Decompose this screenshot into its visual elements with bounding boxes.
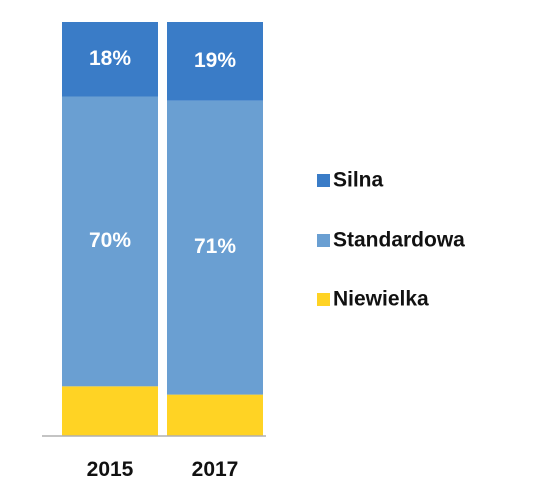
legend-label-silna: Silna bbox=[333, 169, 384, 192]
x-tick-label-2015: 2015 bbox=[87, 458, 134, 481]
bar-segment-niewielka-2015 bbox=[62, 386, 158, 436]
legend-label-niewielka: Niewielka bbox=[333, 288, 429, 311]
x-tick-label-2017: 2017 bbox=[192, 458, 239, 481]
data-label-silna-2015: 18% bbox=[89, 47, 131, 70]
bar-segment-niewielka-2017 bbox=[167, 394, 263, 436]
legend: Silna Standardowa Niewielka bbox=[317, 169, 465, 311]
bars-group: 70% 18% 71% 19% bbox=[62, 22, 263, 436]
data-label-standardowa-2017: 71% bbox=[194, 235, 236, 258]
legend-swatch-niewielka bbox=[317, 293, 330, 306]
data-label-silna-2017: 19% bbox=[194, 49, 236, 72]
bar-segment-standardowa-2017 bbox=[167, 100, 263, 395]
bar-segment-silna-2015 bbox=[62, 22, 158, 97]
data-label-standardowa-2015: 70% bbox=[89, 229, 131, 252]
legend-swatch-standardowa bbox=[317, 234, 330, 247]
bar-segment-silna-2017 bbox=[167, 22, 263, 101]
legend-label-standardowa: Standardowa bbox=[333, 229, 465, 252]
legend-swatch-silna bbox=[317, 174, 330, 187]
x-axis-ticks: 2015 2017 bbox=[87, 458, 239, 481]
bar-segment-standardowa-2015 bbox=[62, 96, 158, 387]
